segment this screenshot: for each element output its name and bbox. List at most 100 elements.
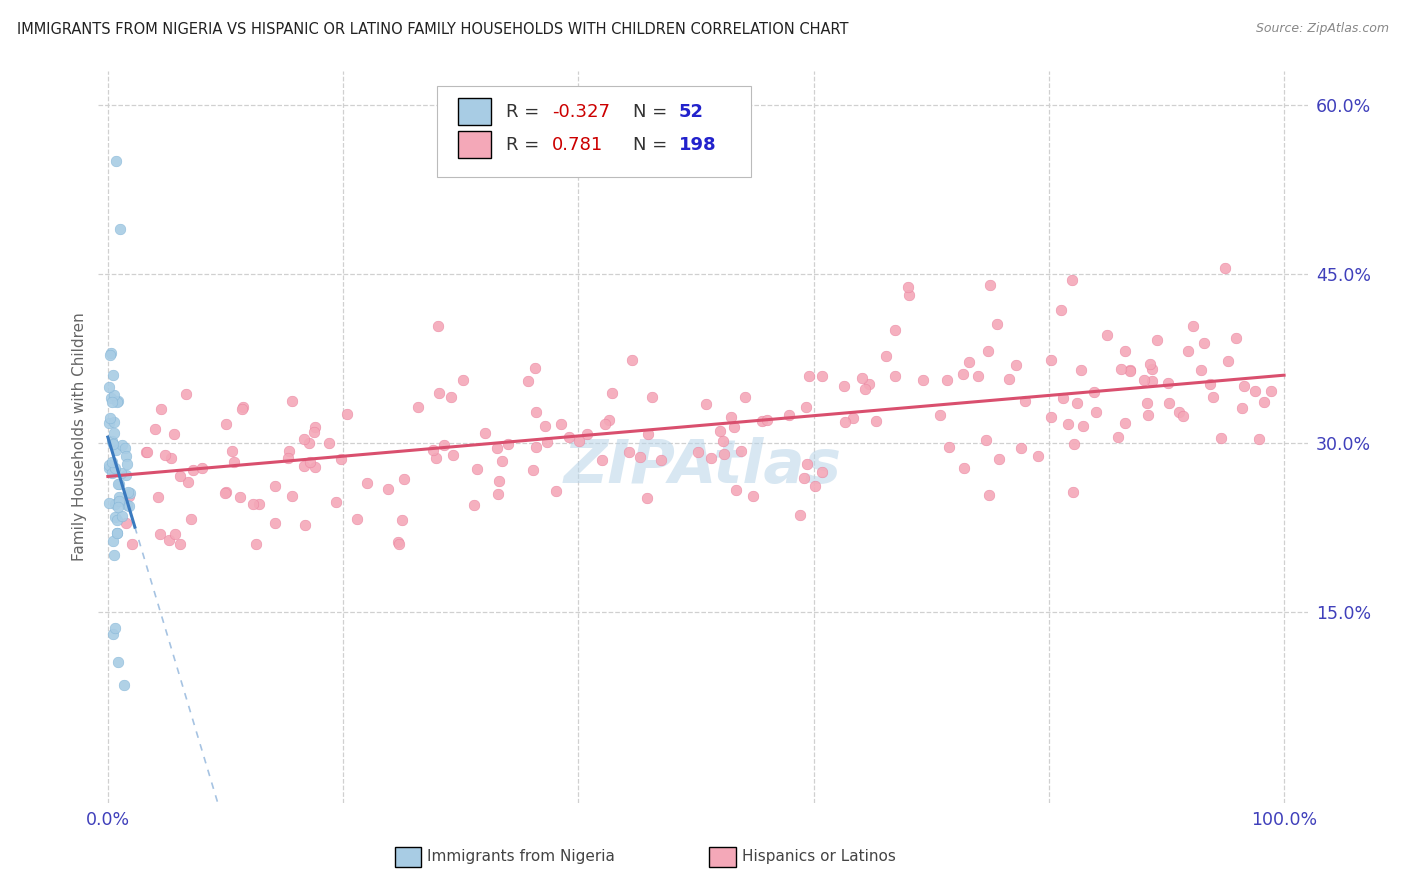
Point [104,460,127,475]
Point [108,490,131,504]
Point [101,437,124,451]
Point [440,390,463,404]
Point [107,655,129,669]
Point [98,496,121,510]
Point [517,374,540,388]
Point [522,463,544,477]
Point [700,451,723,466]
Point [232,401,254,415]
Point [1039,410,1062,425]
Point [853,382,876,396]
Point [108,477,131,491]
Point [1156,376,1178,390]
Point [298,455,321,469]
Point [1192,336,1215,351]
Point [778,408,800,422]
Point [794,400,817,414]
Point [100,391,122,405]
Point [103,497,125,511]
Point [557,430,579,444]
Point [294,517,316,532]
Point [120,486,142,500]
Point [98,380,121,394]
Text: IMMIGRANTS FROM NIGERIA VS HISPANIC OR LATINO FAMILY HOUSEHOLDS WITH CHILDREN CO: IMMIGRANTS FROM NIGERIA VS HISPANIC OR L… [17,22,848,37]
Point [169,537,191,551]
Point [1071,419,1094,434]
Point [637,426,659,441]
Point [264,516,287,531]
Point [105,525,128,540]
Text: N =: N = [633,136,673,153]
Point [115,449,138,463]
Point [1216,354,1239,368]
Point [1097,328,1119,343]
Point [115,516,138,530]
Point [600,386,623,401]
Point [98,411,121,425]
Point [957,355,980,369]
Point [163,526,186,541]
Point [406,400,429,414]
Point [938,440,960,454]
Point [302,425,325,439]
Point [427,386,450,401]
Point [276,450,298,465]
Point [191,461,214,475]
Point [247,497,270,511]
Point [976,433,998,447]
Point [1260,384,1282,399]
Point [898,287,921,301]
Point [111,509,134,524]
Point [149,402,172,417]
Point [280,489,302,503]
Point [1249,432,1271,446]
Point [756,413,779,427]
Point [593,417,616,431]
Point [1066,395,1088,409]
Point [117,485,139,500]
Text: Immigrants from Nigeria: Immigrants from Nigeria [427,848,616,863]
Point [977,488,1000,502]
Point [467,461,489,475]
Point [229,490,252,504]
Point [811,368,834,383]
Point [245,537,267,551]
Point [451,373,474,387]
Point [114,467,136,482]
Point [1057,417,1080,432]
Point [346,512,368,526]
Point [799,369,821,384]
Point [98,348,121,362]
Point [110,467,132,481]
Text: R =: R = [506,103,546,120]
Point [336,407,359,421]
Point [524,360,547,375]
Point [221,443,243,458]
Point [720,409,742,424]
Point [488,474,510,488]
Point [598,412,620,426]
Point [979,278,1001,293]
Point [104,510,127,524]
Point [1225,331,1247,345]
Point [263,479,285,493]
Point [224,455,246,469]
Point [534,418,557,433]
Point [834,379,856,393]
Point [101,534,124,549]
Point [100,466,122,480]
Point [108,494,131,508]
Point [1199,376,1222,391]
Point [865,414,887,428]
Point [98,461,121,475]
Point [811,465,834,479]
Text: 0.781: 0.781 [551,136,603,153]
Point [242,498,264,512]
Point [641,390,664,404]
Point [104,621,127,635]
Point [115,498,138,512]
Point [111,438,134,452]
Point [1140,375,1163,389]
Point [422,442,444,457]
Point [304,459,326,474]
